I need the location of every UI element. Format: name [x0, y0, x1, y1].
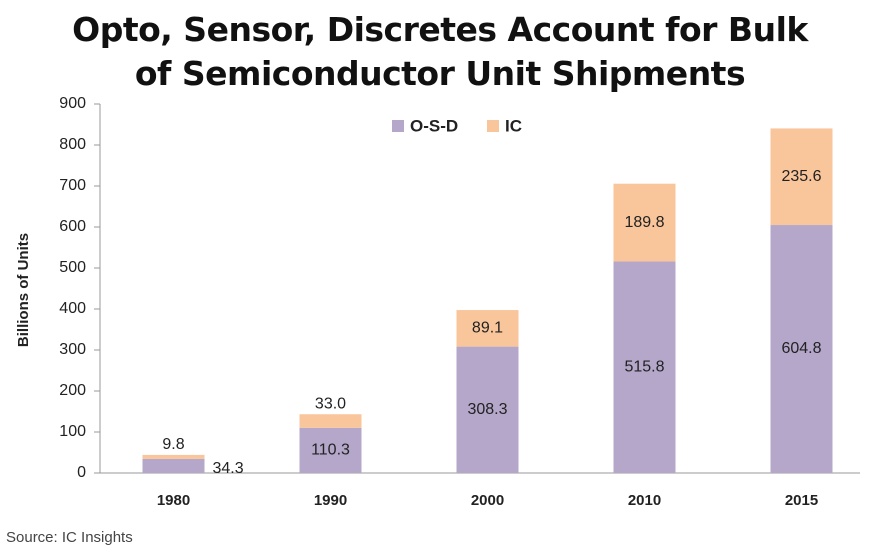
- bar-segment: [142, 454, 205, 459]
- y-axis-label: Billions of Units: [15, 233, 32, 347]
- y-tick-label: 300: [59, 341, 86, 358]
- y-tick-label: 400: [59, 300, 86, 317]
- x-tick-label: 1990: [314, 492, 347, 509]
- x-tick-label: 2015: [785, 492, 818, 509]
- data-label: 235.6: [781, 168, 821, 185]
- x-tick-label: 2000: [471, 492, 504, 509]
- data-label: 110.3: [311, 442, 350, 459]
- bar-segment: [770, 128, 833, 226]
- y-tick-label: 800: [59, 136, 86, 153]
- data-label: 515.8: [624, 358, 664, 375]
- bar-segment: [142, 458, 205, 473]
- bar-segment: [770, 225, 833, 473]
- bar-segment: [456, 346, 519, 473]
- bar-segment: [299, 427, 362, 473]
- x-tick-label: 1980: [157, 492, 190, 509]
- data-label: 9.8: [162, 436, 184, 453]
- bar-segment: [613, 261, 676, 473]
- legend-label: O-S-D: [410, 116, 458, 135]
- y-tick-label: 500: [59, 259, 86, 276]
- x-tick-label: 2010: [628, 492, 661, 509]
- legend-swatch: [392, 120, 404, 132]
- bar-segment: [613, 183, 676, 262]
- data-label: 308.3: [467, 401, 507, 418]
- data-label: 34.3: [213, 460, 244, 477]
- data-label: 33.0: [315, 395, 346, 412]
- legend-swatch: [487, 120, 499, 132]
- data-label: 604.8: [781, 340, 821, 357]
- y-tick-label: 700: [59, 177, 86, 194]
- chart-title: Opto, Sensor, Discretes Account for Bulk…: [72, 10, 808, 93]
- data-label: 189.8: [624, 214, 664, 231]
- y-tick-label: 100: [59, 423, 86, 440]
- bar-segment: [299, 414, 362, 428]
- y-tick-label: 0: [77, 464, 86, 481]
- y-tick-label: 200: [59, 382, 86, 399]
- data-label: 89.1: [472, 320, 503, 337]
- source: Source: IC Insights: [6, 529, 133, 546]
- y-tick-label: 900: [59, 95, 86, 112]
- legend-label: IC: [505, 116, 522, 135]
- y-tick-label: 600: [59, 218, 86, 235]
- bar-segment: [456, 310, 519, 347]
